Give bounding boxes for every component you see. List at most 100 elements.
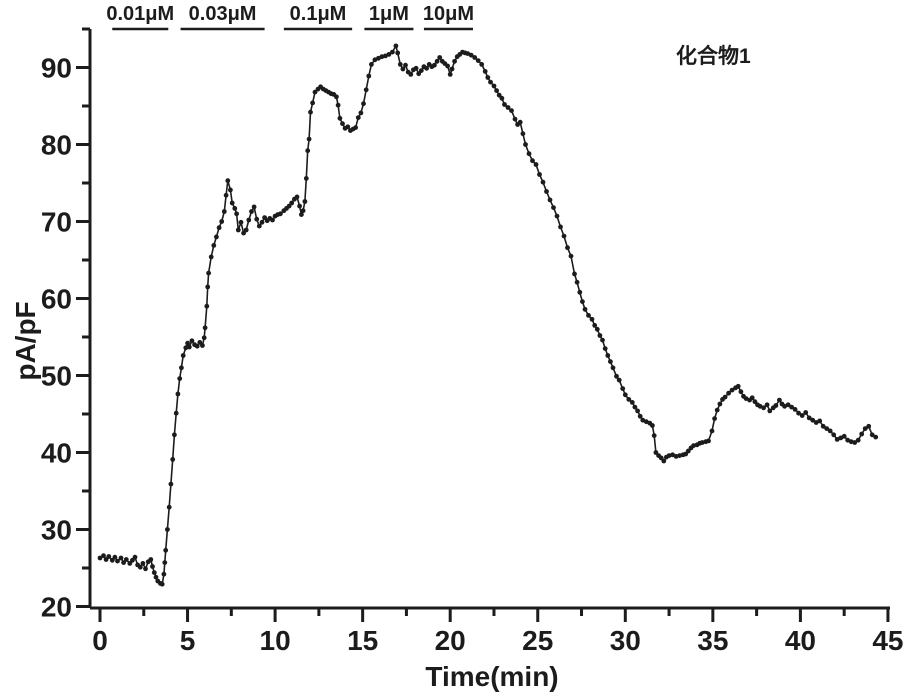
data-point <box>361 101 366 107</box>
data-point <box>132 554 138 560</box>
data-point <box>869 432 875 438</box>
data-point <box>234 211 240 217</box>
data-point <box>172 432 177 438</box>
data-point <box>447 72 453 77</box>
data-point <box>179 365 184 371</box>
data-point <box>408 72 414 77</box>
data-point <box>118 555 124 561</box>
data-point <box>335 102 341 108</box>
data-point <box>219 219 225 224</box>
data-point <box>214 234 219 240</box>
data-point <box>475 58 481 63</box>
data-point <box>650 423 655 428</box>
data-point <box>358 110 364 116</box>
data-point <box>491 83 497 89</box>
x-tick-label: 15 <box>347 625 378 656</box>
data-point <box>530 158 535 164</box>
data-point <box>520 131 526 137</box>
y-tick-label: 50 <box>41 361 72 392</box>
data-point <box>796 410 801 416</box>
data-point <box>305 148 311 154</box>
data-point <box>485 75 491 80</box>
data-point <box>738 389 744 395</box>
data-point <box>592 323 598 328</box>
data-point <box>369 62 374 67</box>
data-point <box>622 392 628 398</box>
data-point <box>177 376 183 381</box>
data-point <box>479 62 485 67</box>
data-point <box>600 337 605 343</box>
data-point <box>310 100 315 106</box>
data-point <box>635 408 640 414</box>
data-point <box>873 434 879 440</box>
data-point <box>859 431 865 437</box>
data-point <box>168 481 174 487</box>
x-tick-label: 5 <box>180 625 196 656</box>
data-point <box>472 55 478 60</box>
data-point <box>866 423 872 429</box>
data-point <box>777 397 782 403</box>
data-point <box>661 458 667 464</box>
data-point <box>537 172 542 177</box>
data-point <box>726 390 731 396</box>
data-point <box>632 404 638 410</box>
data-point <box>395 50 401 56</box>
data-point <box>216 225 222 231</box>
data-point <box>200 343 205 348</box>
data-point <box>610 365 616 371</box>
data-point <box>302 199 308 204</box>
data-point <box>517 119 523 125</box>
data-point <box>597 333 603 338</box>
data-point <box>852 440 858 445</box>
data-point <box>225 178 231 184</box>
data-point <box>735 383 741 389</box>
y-tick-label: 60 <box>41 284 72 315</box>
data-point <box>827 428 833 434</box>
data-point <box>206 270 212 276</box>
data-point <box>221 209 227 214</box>
data-point <box>586 313 591 318</box>
data-point <box>161 571 167 577</box>
data-point <box>211 243 217 248</box>
application-label: 1μM <box>369 3 409 25</box>
y-tick-label: 40 <box>41 438 72 469</box>
data-point <box>722 394 728 400</box>
data-point <box>153 574 159 580</box>
data-point <box>773 403 779 408</box>
data-point <box>502 102 507 107</box>
data-point <box>862 426 868 431</box>
data-point <box>616 377 622 383</box>
data-point <box>363 87 369 93</box>
data-point <box>554 213 560 219</box>
data-point <box>841 433 847 439</box>
data-point <box>308 109 313 115</box>
data-point <box>806 415 812 421</box>
y-tick-label: 30 <box>41 515 72 546</box>
x-tick-label: 0 <box>92 625 108 656</box>
application-label: 0.01μM <box>106 3 174 25</box>
data-point <box>294 194 300 200</box>
data-point <box>194 343 200 349</box>
data-point <box>254 216 260 222</box>
data-point <box>400 66 406 72</box>
data-point <box>202 325 208 331</box>
data-point <box>393 43 399 49</box>
data-point <box>437 55 443 60</box>
data-point <box>355 115 361 120</box>
data-point <box>306 136 312 142</box>
data-point <box>251 204 257 210</box>
data-point <box>229 200 235 206</box>
data-point <box>706 438 711 444</box>
data-point <box>121 560 126 565</box>
data-point <box>334 94 339 100</box>
data-point <box>540 179 546 185</box>
data-point <box>824 426 830 431</box>
compound-annotation: 化合物1 <box>676 45 751 68</box>
data-point <box>312 89 318 95</box>
data-point <box>717 401 723 407</box>
data-point <box>424 65 429 71</box>
data-point <box>189 338 195 344</box>
data-point <box>165 527 170 532</box>
